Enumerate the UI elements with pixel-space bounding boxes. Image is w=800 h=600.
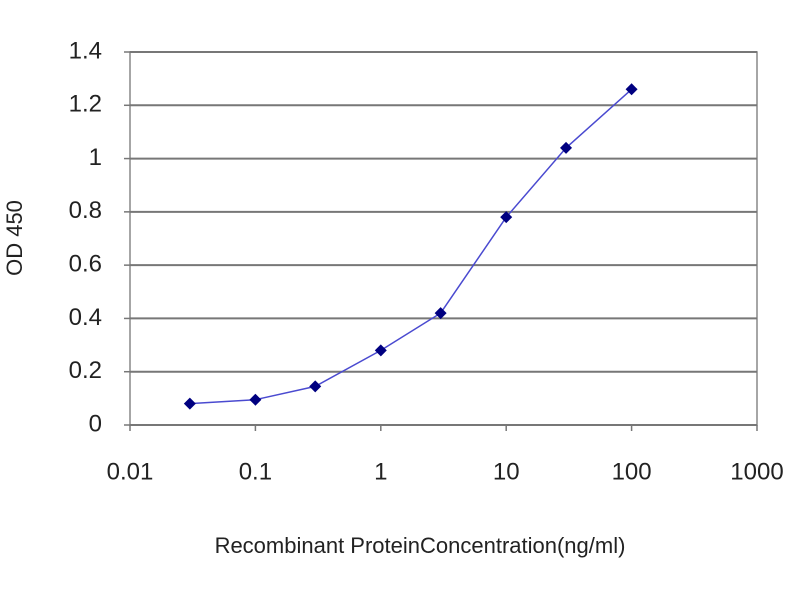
- x-tick-label: 1: [374, 458, 387, 485]
- y-tick-label: 0.6: [69, 250, 102, 277]
- y-tick-label: 1.2: [69, 91, 102, 118]
- x-axis-title: Recombinant ProteinConcentration(ng/ml): [215, 533, 626, 558]
- data-point: [560, 141, 573, 154]
- y-axis-title: OD 450: [2, 200, 27, 276]
- y-tick-label: 1: [89, 144, 102, 171]
- plot-area: [129, 51, 758, 426]
- x-tick-label: 10: [493, 458, 520, 485]
- data-point: [183, 397, 196, 410]
- series-line: [189, 88, 633, 405]
- data-point: [500, 211, 513, 224]
- y-tick-label: 0.8: [69, 197, 102, 224]
- data-point: [434, 307, 447, 320]
- x-tick-label: 1000: [730, 458, 783, 485]
- y-tick-label: 1.4: [69, 37, 102, 64]
- x-tick-label: 100: [612, 458, 652, 485]
- data-point: [249, 393, 262, 406]
- y-tick-label: 0.2: [69, 357, 102, 384]
- data-point: [374, 344, 387, 357]
- x-tick-label: 0.1: [239, 458, 272, 485]
- x-tick-label: 0.01: [107, 458, 154, 485]
- data-point: [625, 83, 638, 96]
- data-point: [309, 380, 322, 393]
- y-tick-label: 0: [89, 410, 102, 437]
- y-tick-label: 0.4: [69, 304, 102, 331]
